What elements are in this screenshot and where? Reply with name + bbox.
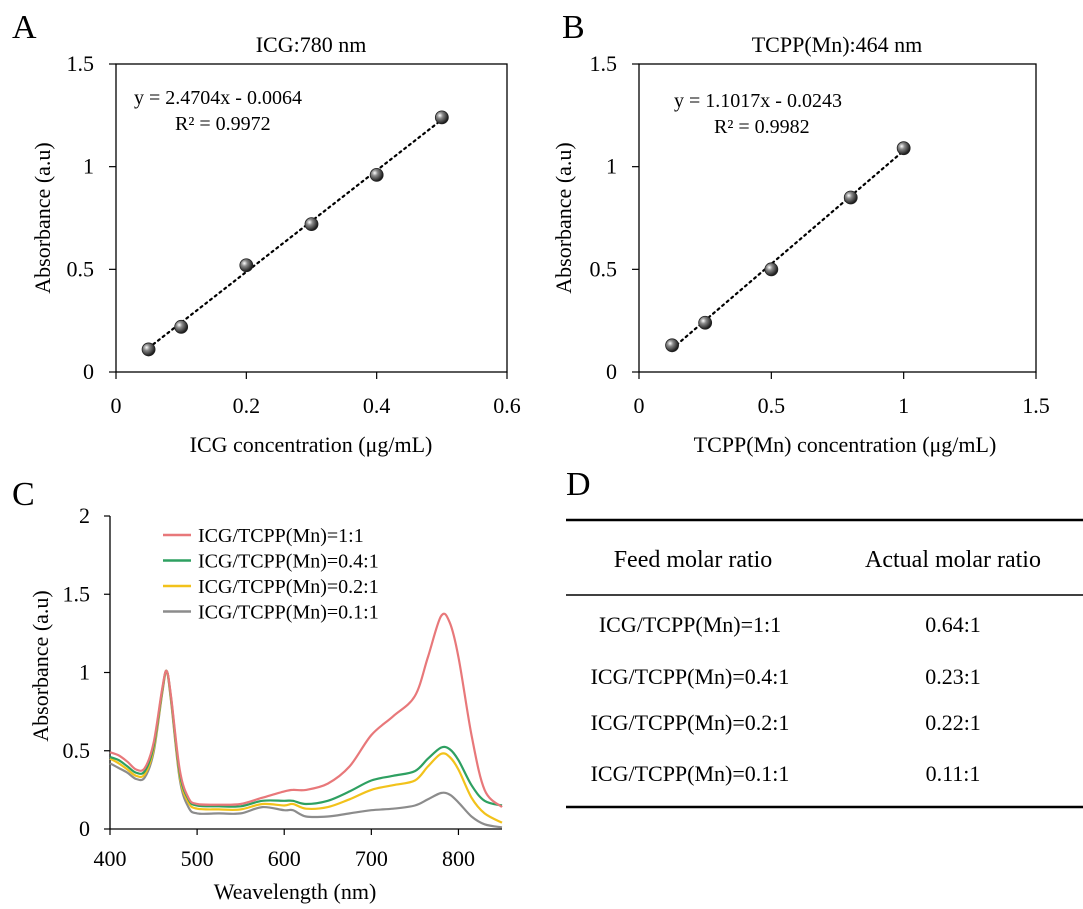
chart-a-data-point xyxy=(369,167,384,182)
chart-c: 400 500 600 700 800 0 0.5 1 1.5 2 ICG/TCPP(Mn)=1:… xyxy=(28,503,503,904)
chart-c-legend-label: ICG/TCPP(Mn)=0.1:1 xyxy=(198,602,379,624)
chart-a-r2: R² = 0.9972 xyxy=(175,113,271,135)
chart-c-x-tick-label: 500 xyxy=(181,846,214,871)
panel-letter-c: C xyxy=(12,476,35,513)
chart-a-ylabel: Absorbance (a.u) xyxy=(30,142,55,294)
chart-a-title: ICG:780 nm xyxy=(256,32,367,57)
chart-c-y-tick-label: 0.5 xyxy=(63,738,91,763)
panel-letter-d: D xyxy=(566,466,591,503)
chart-c-series-line xyxy=(109,612,503,808)
table-cell: 0.11:1 xyxy=(926,761,981,786)
chart-b-y-tick-label: 1.5 xyxy=(590,51,618,76)
chart-a-x-tick-label: 0 xyxy=(111,393,122,418)
chart-c-x-tick-label: 400 xyxy=(94,846,127,871)
chart-a-y-tick-label: 0 xyxy=(83,359,94,384)
chart-a-data-point xyxy=(434,110,449,125)
table-cell: ICG/TCPP(Mn)=0.4:1 xyxy=(591,664,790,689)
chart-b-data-point xyxy=(896,141,911,156)
chart-a-x-tick-label: 0.2 xyxy=(233,393,261,418)
chart-c-legend: ICG/TCPP(Mn)=1:1 ICG/TCPP(Mn)=0.4:1 ICG/TC… xyxy=(163,525,379,624)
table-cell: 0.23:1 xyxy=(925,664,981,689)
table-cell: ICG/TCPP(Mn)=1:1 xyxy=(599,612,781,637)
chart-b-trendline xyxy=(670,149,905,350)
chart-a-x-tick-label: 0.4 xyxy=(363,393,391,418)
chart-a-data-point xyxy=(239,258,254,273)
chart-c-legend-label: ICG/TCPP(Mn)=0.2:1 xyxy=(198,576,379,598)
chart-a-y-tick-label: 0.5 xyxy=(67,256,95,281)
chart-b-r2: R² = 0.9982 xyxy=(714,116,810,138)
chart-b-equation: y = 1.1017x - 0.0243 xyxy=(674,90,842,112)
chart-b-xlabel: TCPP(Mn) concentration (μg/mL) xyxy=(694,432,997,457)
table-cell: 0.64:1 xyxy=(925,612,981,637)
chart-a-y-tick-label: 1.5 xyxy=(67,51,95,76)
chart-a-data-point xyxy=(141,342,156,357)
chart-b-data-point xyxy=(764,262,779,277)
chart-c-y-tick-label: 2 xyxy=(79,503,90,528)
ratio-table: Feed molar ratio Actual molar ratio ICG/… xyxy=(566,518,1083,809)
chart-c-ylabel: Absorbance (a.u) xyxy=(28,590,53,742)
chart-b-ylabel: Absorbance (a.u) xyxy=(551,142,576,294)
chart-c-y-tick-label: 1 xyxy=(79,660,90,685)
chart-b-data-point xyxy=(843,190,858,205)
chart-b-y-tick-label: 0.5 xyxy=(590,256,618,281)
chart-a-data-point xyxy=(174,319,189,334)
chart-a-trendline xyxy=(147,118,443,350)
panel-letter-b: B xyxy=(562,9,585,46)
chart-a-equation: y = 2.4704x - 0.0064 xyxy=(134,87,302,109)
table-header-actual: Actual molar ratio xyxy=(865,547,1041,573)
chart-c-xlabel: Weavelength (nm) xyxy=(214,879,377,904)
chart-c-x-tick-label: 700 xyxy=(355,846,388,871)
chart-b: TCPP(Mn):464 nm 0 0.5 1 1.5 0 0.5 1 1.5 y = 1.1… xyxy=(551,32,1050,457)
chart-a-plot-area xyxy=(115,63,508,373)
table-cell: ICG/TCPP(Mn)=0.1:1 xyxy=(591,761,790,786)
chart-b-y-tick-label: 0 xyxy=(606,359,617,384)
chart-b-plot-area xyxy=(638,63,1037,373)
chart-a-xlabel: ICG concentration (μg/mL) xyxy=(190,432,433,457)
chart-b-data-point xyxy=(665,338,679,353)
chart-c-x-tick-label: 600 xyxy=(268,846,301,871)
chart-b-data-point xyxy=(698,315,713,330)
chart-c-x-tick-label: 800 xyxy=(442,846,475,871)
chart-a: ICG:780 nm 0 0.2 0.4 0.6 0 0.5 1 1.5 y = 2.4704… xyxy=(30,32,521,457)
chart-a-data-point xyxy=(304,217,319,232)
chart-b-x-tick-label: 0.5 xyxy=(758,393,786,418)
chart-b-x-tick-label: 0 xyxy=(634,393,645,418)
chart-c-legend-label: ICG/TCPP(Mn)=0.4:1 xyxy=(198,551,379,573)
chart-a-y-tick-label: 1 xyxy=(83,154,94,179)
table-cell: 0.22:1 xyxy=(925,710,981,735)
chart-c-y-tick-label: 0 xyxy=(79,816,90,841)
chart-b-x-tick-label: 1 xyxy=(898,393,909,418)
chart-a-x-tick-label: 0.6 xyxy=(493,393,521,418)
chart-c-legend-label: ICG/TCPP(Mn)=1:1 xyxy=(198,525,364,547)
table-header-feed: Feed molar ratio xyxy=(614,547,773,573)
chart-b-x-tick-label: 1.5 xyxy=(1022,393,1050,418)
table-cell: ICG/TCPP(Mn)=0.2:1 xyxy=(591,710,790,735)
chart-c-y-tick-label: 1.5 xyxy=(63,581,91,606)
chart-b-title: TCPP(Mn):464 nm xyxy=(752,32,923,57)
panel-letter-a: A xyxy=(12,9,37,46)
chart-b-y-tick-label: 1 xyxy=(606,154,617,179)
